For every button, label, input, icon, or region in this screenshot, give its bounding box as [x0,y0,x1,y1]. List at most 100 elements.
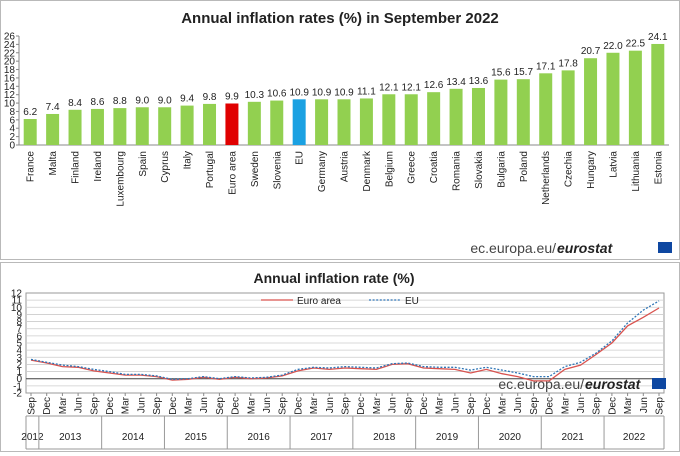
bar-sweden [247,101,261,145]
month-label: Sep [655,397,666,415]
bar-portugal [203,103,217,145]
bar-cyprus [158,107,172,145]
bar-value-label: 9.9 [225,91,239,102]
bar-belgium [382,94,396,145]
y-tick-label: 8 [16,317,22,328]
category-label: Latvia [608,151,619,178]
month-label: Mar [498,396,509,414]
month-label: Mar [184,396,195,414]
category-label: Romania [452,151,463,191]
y-tick-label: 11 [12,296,23,307]
y-tick-label: 8 [9,107,15,118]
y-tick-label: 2 [9,132,15,143]
month-label: Jun [388,397,399,413]
bar-value-label: 9.4 [180,94,194,105]
y-tick-label: 6 [9,115,15,126]
month-label: Dec [545,397,556,415]
year-label: 2013 [59,432,82,443]
category-label: Cyprus [160,151,171,183]
category-label: Germany [317,151,328,192]
line-chart-title: Annual inflation rate (%) [254,270,415,286]
month-label: Mar [560,396,571,414]
category-label: Lithuania [631,151,642,192]
month-label: Sep [466,397,477,415]
y-tick-label: 4 [16,346,22,357]
month-label: Jun [199,397,210,413]
month-label: Jun [450,397,461,413]
month-label: Dec [105,397,116,415]
bar-spain [135,107,149,145]
line-chart: Annual inflation rate (%) -2-10123456789… [11,270,666,450]
line-chart-panel: Annual inflation rate (%) -2 -1 0 1 2 3 4 5 6 7 8 9… [0,262,680,452]
eu-flag-icon [658,242,672,253]
category-label: Hungary [586,151,597,189]
bar-slovakia [471,87,485,145]
bar-value-label: 10.6 [267,89,287,100]
month-label: Mar [246,396,257,414]
bar-value-label: 10.9 [334,87,354,98]
series-eu [30,300,660,381]
category-label: Greece [407,151,418,184]
bar-value-label: 20.7 [581,46,601,57]
bar-latvia [606,52,620,146]
y-tick-label: 22 [4,48,16,59]
year-label: 2020 [499,432,522,443]
bar-value-label: 22.5 [626,39,646,50]
y-tick-label: 18 [4,65,16,76]
bar-italy [180,105,194,145]
year-label: 2017 [310,432,333,443]
month-label: Sep [341,397,352,415]
category-label: Croatia [429,151,440,184]
bar-hungary [584,58,598,145]
bar-lithuania [628,50,642,145]
y-tick-label: 2 [16,360,22,371]
category-label: Portugal [205,151,216,188]
month-label: Jun [325,397,336,413]
month-label: Jun [262,397,273,413]
y-tick-label: 9 [16,310,22,321]
category-label: Bulgaria [496,151,507,188]
month-label: Dec [42,397,53,415]
eu-flag-icon [652,378,666,389]
source-url: ec.europa.eu/ [498,376,584,392]
category-label: Austria [340,151,351,183]
y-tick-label: 12 [4,90,16,101]
bar-value-label: 8.4 [68,98,82,109]
bar-value-label: 13.4 [446,77,466,88]
category-label: Malta [48,151,59,176]
y-tick-label: 6 [16,331,22,342]
category-label: Spain [138,151,149,177]
month-label: Dec [356,397,367,415]
line-legend: Euro area EU [261,296,419,307]
category-label: Belgium [384,151,395,187]
bar-value-label: 22.0 [603,41,623,52]
bar-netherlands [539,73,553,145]
y-tick-label: 7 [16,324,22,335]
bar-romania [449,88,463,145]
bar-value-label: 17.1 [536,61,556,72]
month-label: Mar [121,396,132,414]
bar-greece [404,94,418,145]
year-label: 2019 [436,432,459,443]
bar-value-label: 10.3 [245,90,265,101]
month-label: Mar [372,396,383,414]
bar-euro-area [225,103,239,145]
month-label: Sep [215,397,226,415]
y-tick-label: 20 [4,57,16,68]
y-tick-label: 3 [16,353,22,364]
series-euro-area [30,307,660,382]
bar-chart: Annual inflation rates (%) in September … [4,10,672,256]
source-url: ec.europa.eu/ [470,240,556,256]
bar-value-label: 9.0 [135,95,149,106]
bar-value-label: 13.6 [469,76,489,87]
bar-france [23,119,37,145]
bar-bulgaria [494,79,508,145]
bar-finland [68,109,82,145]
bar-value-label: 12.1 [402,82,422,93]
month-label: Jun [639,397,650,413]
category-label: Ireland [93,151,104,182]
bar-chart-title: Annual inflation rates (%) in September … [181,10,499,27]
month-label: Sep [403,397,414,415]
year-label: 2015 [185,432,208,443]
month-label: Sep [152,397,163,415]
